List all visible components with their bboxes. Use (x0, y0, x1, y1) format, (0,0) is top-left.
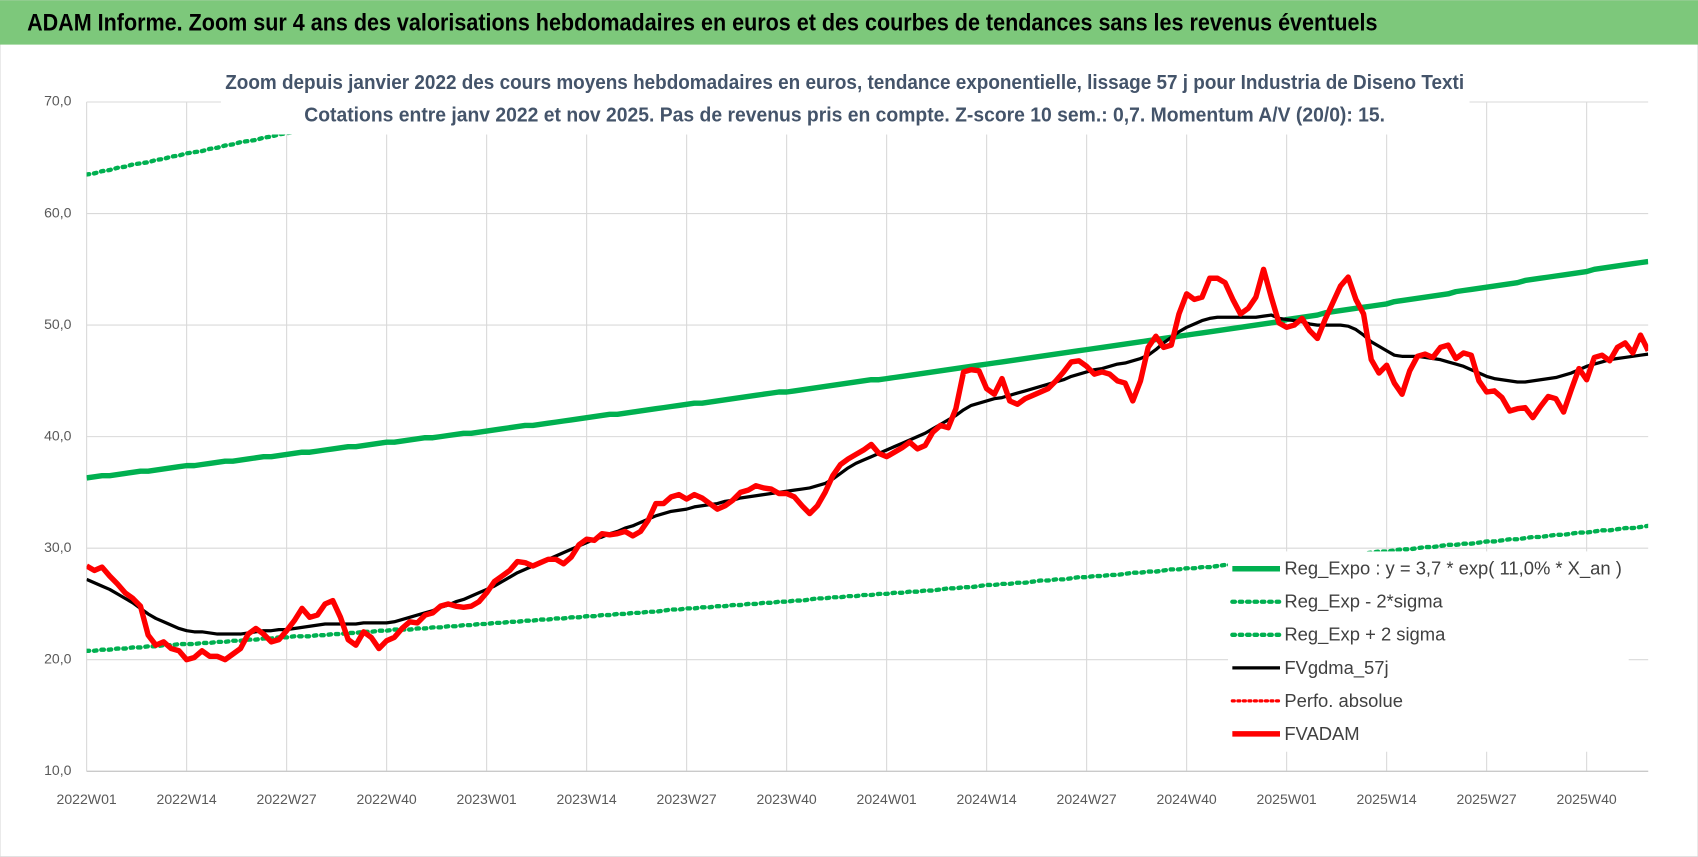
x-tick-label: 2022W01 (57, 791, 117, 807)
y-tick-label: 30,0 (44, 539, 72, 555)
x-tick-label: 2023W40 (757, 791, 817, 807)
x-tick-label: 2023W14 (557, 791, 617, 807)
x-tick-label: 2025W27 (1457, 791, 1517, 807)
subtitle: Zoom depuis janvier 2022 des cours moyen… (225, 71, 1464, 94)
x-tick-label: 2024W40 (1157, 791, 1217, 807)
legend-label: Reg_Exp - 2*sigma (1284, 591, 1443, 613)
legend-label: Reg_Expo : y = 3,7 * exp( 11,0% * X_an ) (1284, 558, 1622, 580)
legend-box (1228, 551, 1629, 752)
plot-lines (86, 102, 1649, 663)
x-tick-label: 2024W27 (1057, 791, 1117, 807)
series-line (86, 266, 1649, 663)
x-tick-label: 2022W40 (357, 791, 417, 807)
subtitle-box (220, 65, 1470, 135)
y-tick-label: 60,0 (44, 204, 72, 220)
series-line (86, 313, 1649, 636)
legend-label: Reg_Exp + 2 sigma (1284, 624, 1446, 646)
y-tick-label: 50,0 (44, 316, 72, 332)
legend-label: Perfo. absolue (1284, 690, 1403, 711)
legend: Reg_Expo : y = 3,7 * exp( 11,0% * X_an )… (1228, 551, 1629, 752)
legend-label: FVADAM (1284, 723, 1359, 744)
y-tick-label: 70,0 (44, 93, 72, 109)
x-tick-label: 2022W27 (257, 791, 317, 807)
x-tick-label: 2024W01 (857, 791, 917, 807)
x-tick-label: 2023W27 (657, 791, 717, 807)
x-tick-label: 2022W14 (157, 791, 217, 807)
legend-label: FVgdma_57j (1284, 657, 1388, 679)
x-tick-label: 2025W01 (1257, 791, 1317, 807)
y-tick-label: 40,0 (44, 427, 72, 443)
y-tick-label: 20,0 (44, 650, 72, 666)
x-tick-label: 2024W14 (957, 791, 1017, 807)
y-tick-label: 10,0 (44, 762, 72, 778)
x-tick-label: 2025W14 (1357, 791, 1417, 807)
x-tick-label: 2023W01 (457, 791, 517, 807)
chart-title: ADAM Informe. Zoom sur 4 ans des valoris… (27, 9, 1377, 36)
header-bar (0, 0, 1698, 45)
series-line (86, 258, 1649, 481)
x-tick-label: 2025W40 (1557, 791, 1617, 807)
subtitle: Cotations entre janv 2022 et nov 2025. P… (304, 104, 1385, 127)
